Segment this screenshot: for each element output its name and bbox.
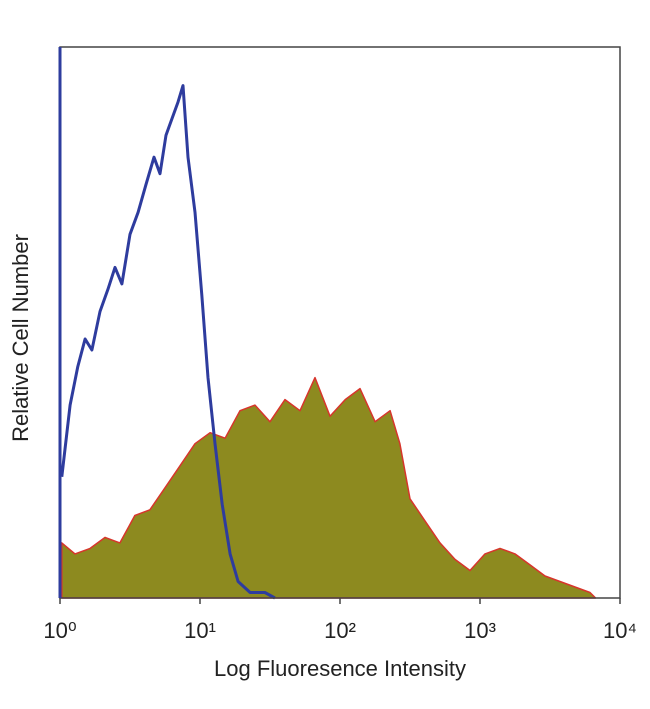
x-tick-label: 10¹ bbox=[184, 618, 216, 643]
x-tick-label: 10² bbox=[324, 618, 356, 643]
histogram-area bbox=[61, 376, 597, 599]
x-tick-label: 10⁴ bbox=[603, 618, 637, 643]
y-axis-label: Relative Cell Number bbox=[8, 234, 33, 442]
x-tick-label: 10³ bbox=[464, 618, 496, 643]
x-axis-label: Log Fluoresence Intensity bbox=[214, 656, 466, 681]
x-tick-label: 10⁰ bbox=[43, 618, 76, 643]
histogram-line bbox=[60, 84, 276, 600]
